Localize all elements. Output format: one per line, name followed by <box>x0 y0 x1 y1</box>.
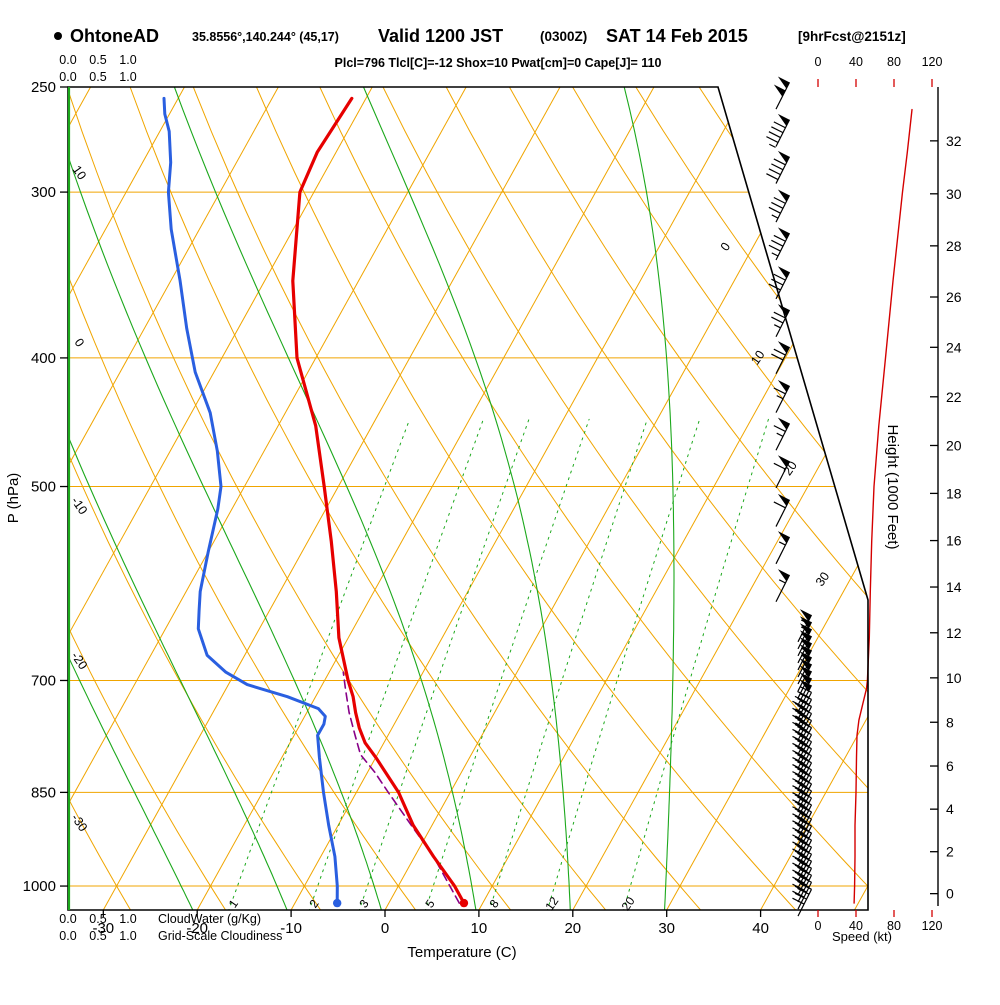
svg-text:28: 28 <box>946 238 962 254</box>
pressure-gridlines <box>68 192 868 886</box>
svg-text:22: 22 <box>946 389 962 405</box>
station-marker-dot <box>54 32 62 40</box>
svg-text:1.0: 1.0 <box>119 929 136 943</box>
valid-time-utc: (0300Z) <box>540 29 587 44</box>
temperature-curve <box>293 98 464 903</box>
wind-barbs <box>766 77 811 917</box>
valid-date: SAT 14 Feb 2015 <box>606 26 748 46</box>
svg-text:30: 30 <box>946 186 962 202</box>
svg-text:120: 120 <box>922 55 943 69</box>
svg-text:12: 12 <box>946 625 962 641</box>
surface-dewpoint-dot <box>333 899 341 907</box>
station-name: OhtoneAD <box>70 26 159 46</box>
svg-text:8: 8 <box>486 897 501 911</box>
svg-text:250: 250 <box>31 79 56 96</box>
svg-text:2: 2 <box>946 844 954 860</box>
svg-text:20: 20 <box>564 920 581 937</box>
svg-text:32: 32 <box>946 133 962 149</box>
svg-text:14: 14 <box>946 579 962 595</box>
svg-text:0.0: 0.0 <box>59 53 76 67</box>
svg-text:0: 0 <box>381 920 389 937</box>
svg-text:0.0: 0.0 <box>59 70 76 84</box>
svg-text:0: 0 <box>72 336 87 350</box>
svg-text:0: 0 <box>815 55 822 69</box>
svg-text:0.5: 0.5 <box>89 929 106 943</box>
svg-text:0.0: 0.0 <box>59 929 76 943</box>
svg-text:300: 300 <box>31 184 56 201</box>
svg-text:40: 40 <box>752 920 769 937</box>
svg-text:-30: -30 <box>68 811 90 834</box>
svg-text:30: 30 <box>658 920 675 937</box>
svg-text:6: 6 <box>946 758 954 774</box>
svg-text:500: 500 <box>31 479 56 496</box>
svg-text:10: 10 <box>70 163 89 182</box>
svg-text:-10: -10 <box>280 920 302 937</box>
svg-text:0: 0 <box>718 240 733 254</box>
svg-text:0.5: 0.5 <box>89 912 106 926</box>
svg-text:1.0: 1.0 <box>119 70 136 84</box>
valid-time: Valid 1200 JST <box>378 26 503 46</box>
svg-text:1: 1 <box>226 897 241 911</box>
svg-text:10: 10 <box>471 920 488 937</box>
height-axis-title: Height (1000 Feet) <box>884 424 901 549</box>
station-coords: 35.8556°,140.244° (45,17) <box>192 30 339 44</box>
cloudiness-scale-title: Grid-Scale Cloudiness <box>158 929 282 943</box>
svg-text:26: 26 <box>946 289 962 305</box>
svg-text:0: 0 <box>815 919 822 933</box>
svg-text:80: 80 <box>887 55 901 69</box>
svg-text:120: 120 <box>922 919 943 933</box>
svg-text:0.5: 0.5 <box>89 53 106 67</box>
svg-text:1.0: 1.0 <box>119 53 136 67</box>
wind-speed-curve <box>854 110 912 904</box>
dewpoint-curve <box>164 98 337 903</box>
svg-text:0.0: 0.0 <box>59 912 76 926</box>
surface-temp-dot <box>460 899 468 907</box>
svg-text:0.5: 0.5 <box>89 70 106 84</box>
speed-axis-title: Speed (kt) <box>832 929 892 944</box>
svg-text:24: 24 <box>946 339 962 355</box>
svg-text:8: 8 <box>946 714 954 730</box>
sounding-curves <box>164 98 464 903</box>
svg-text:10: 10 <box>748 348 767 367</box>
plot-frame <box>68 87 868 910</box>
svg-text:-20: -20 <box>68 649 90 672</box>
pressure-axis: 250 300 400 500 700 850 1000 <box>23 79 68 895</box>
svg-text:1000: 1000 <box>23 878 56 895</box>
svg-text:16: 16 <box>946 533 962 549</box>
svg-text:400: 400 <box>31 350 56 367</box>
svg-text:18: 18 <box>946 485 962 501</box>
forecast-hour: [9hrFcst@2151z] <box>798 29 906 44</box>
svg-text:850: 850 <box>31 784 56 801</box>
svg-text:-10: -10 <box>68 494 90 517</box>
svg-text:10: 10 <box>946 670 962 686</box>
stability-params-line: Plcl=796 Tlcl[C]=-12 Shox=10 Pwat[cm]=0 … <box>335 56 662 70</box>
cloudwater-scale-title: CloudWater (g/Kg) <box>158 912 261 926</box>
svg-text:0: 0 <box>946 886 954 902</box>
isotherm-gridlines <box>0 87 1000 910</box>
svg-text:5: 5 <box>422 897 437 911</box>
temperature-axis-title: Temperature (C) <box>407 944 516 961</box>
svg-text:20: 20 <box>946 437 962 453</box>
pressure-axis-title: P (hPa) <box>5 473 22 524</box>
surface-dots <box>333 899 468 907</box>
svg-text:700: 700 <box>31 672 56 689</box>
svg-text:30: 30 <box>813 569 832 588</box>
moist-adiabat-gridlines <box>0 87 674 914</box>
svg-text:4: 4 <box>946 801 954 817</box>
mixing-ratio-gridlines <box>228 419 768 911</box>
svg-text:1.0: 1.0 <box>119 912 136 926</box>
cloud-scales: 0.0 0.0 0.5 0.5 1.0 1.0 0.0 0.0 0.5 0.5 1.0 1.0 <box>59 53 136 943</box>
svg-text:3: 3 <box>356 897 371 911</box>
svg-text:40: 40 <box>849 55 863 69</box>
